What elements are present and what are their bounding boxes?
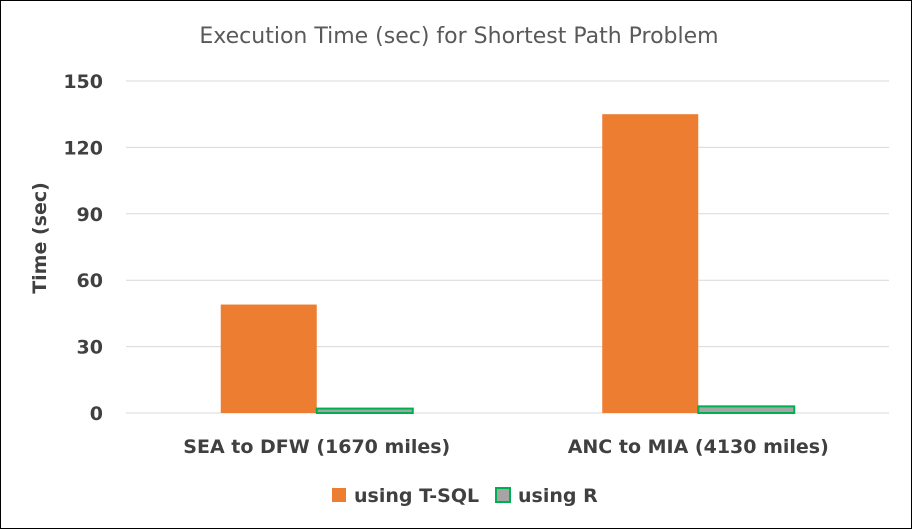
legend: using T-SQL using R	[332, 485, 598, 507]
legend-swatch	[495, 487, 511, 503]
y-tick-label: 60	[77, 270, 103, 292]
bar-using-t-sql-1	[602, 114, 699, 413]
category-label: SEA to DFW (1670 miles)	[183, 436, 450, 458]
chart-title: Execution Time (sec) for Shortest Path P…	[199, 24, 718, 49]
legend-label: using T-SQL	[354, 485, 479, 507]
category-labels: SEA to DFW (1670 miles) ANC to MIA (4130 …	[183, 436, 829, 458]
legend-swatch	[332, 488, 346, 502]
bar-using-t-sql-0	[220, 304, 317, 413]
y-tick-label: 150	[63, 71, 103, 93]
y-tick-label: 30	[77, 337, 103, 359]
legend-label: using R	[518, 485, 598, 507]
bar-using-r-0	[315, 407, 414, 415]
category-label: ANC to MIA (4130 miles)	[568, 436, 829, 458]
y-axis-title: Time (sec)	[29, 182, 51, 294]
bars	[220, 114, 796, 415]
bar-using-r-1	[697, 405, 796, 414]
y-tick-label: 90	[77, 204, 103, 226]
y-tick-label: 120	[63, 137, 103, 159]
y-axis-ticks: 0 30 60 90 120 150	[63, 71, 103, 425]
y-tick-label: 0	[90, 403, 103, 425]
